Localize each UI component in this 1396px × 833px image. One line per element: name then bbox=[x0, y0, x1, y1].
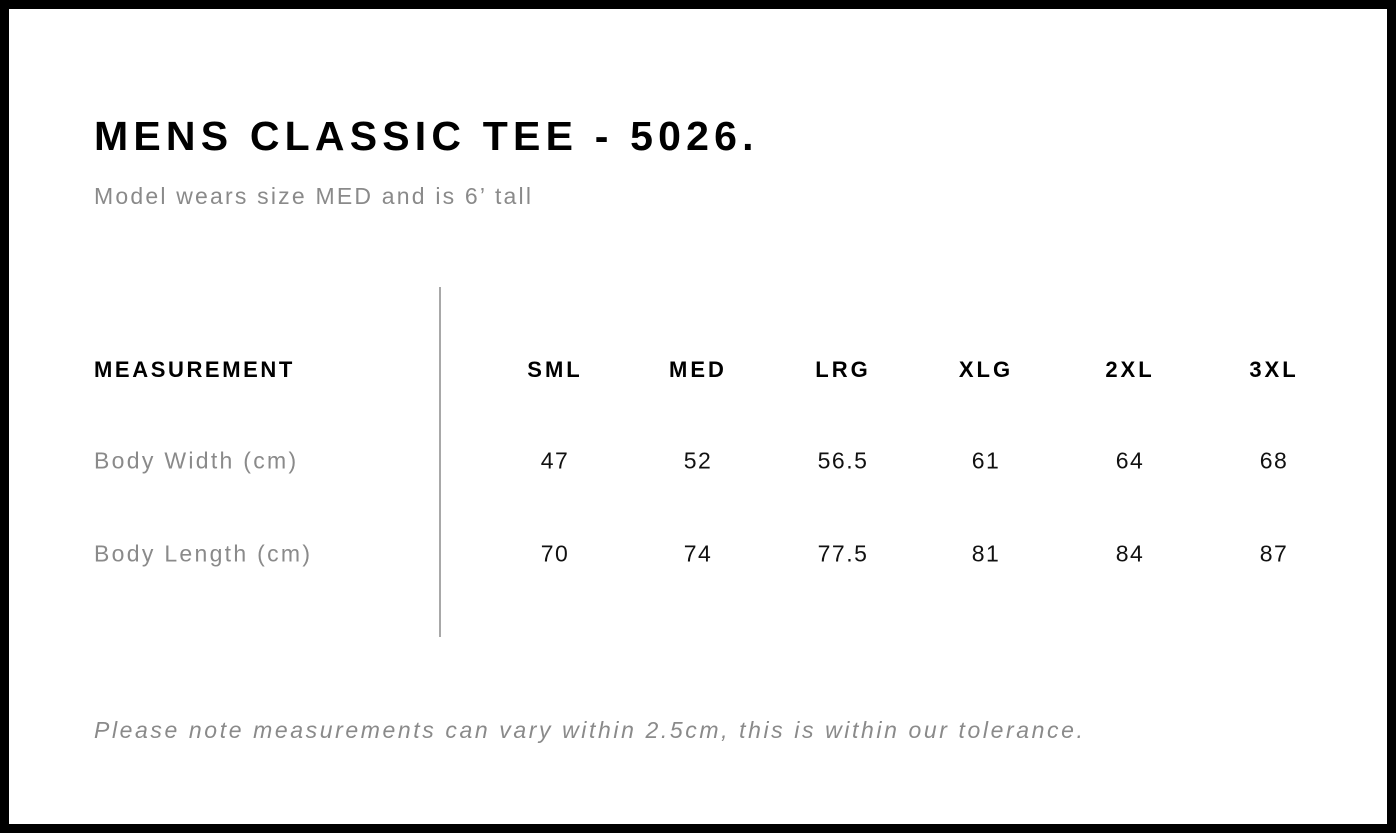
size-header-lrg: LRG bbox=[815, 357, 871, 382]
page-title: MENS CLASSIC TEE - 5026. bbox=[94, 113, 759, 159]
row-label: Body Length (cm) bbox=[94, 540, 313, 567]
table-cell: 61 bbox=[971, 447, 1001, 474]
subtitle: Model wears size MED and is 6’ tall bbox=[94, 183, 534, 209]
table-cell: 87 bbox=[1259, 540, 1289, 567]
size-header-2xl: 2XL bbox=[1105, 357, 1155, 382]
table-cell: 74 bbox=[683, 540, 713, 567]
table-header-measurement: MEASUREMENT bbox=[94, 357, 295, 382]
size-header-xlg: XLG bbox=[958, 357, 1014, 382]
table-cell: 56.5 bbox=[817, 447, 869, 474]
table-cell: 70 bbox=[540, 540, 570, 567]
table-cell: 52 bbox=[683, 447, 713, 474]
table-cell: 81 bbox=[971, 540, 1001, 567]
row-label: Body Width (cm) bbox=[94, 447, 299, 474]
size-header-med: MED bbox=[669, 357, 727, 382]
table-cell: 77.5 bbox=[817, 540, 869, 567]
size-header-3xl: 3XL bbox=[1249, 357, 1299, 382]
size-header-sml: SML bbox=[527, 357, 583, 382]
tolerance-note: Please note measurements can vary within… bbox=[94, 717, 1086, 743]
table-cell: 47 bbox=[540, 447, 570, 474]
table-cell: 64 bbox=[1115, 447, 1145, 474]
column-divider bbox=[439, 287, 441, 637]
table-cell: 84 bbox=[1115, 540, 1145, 567]
table-cell: 68 bbox=[1259, 447, 1289, 474]
